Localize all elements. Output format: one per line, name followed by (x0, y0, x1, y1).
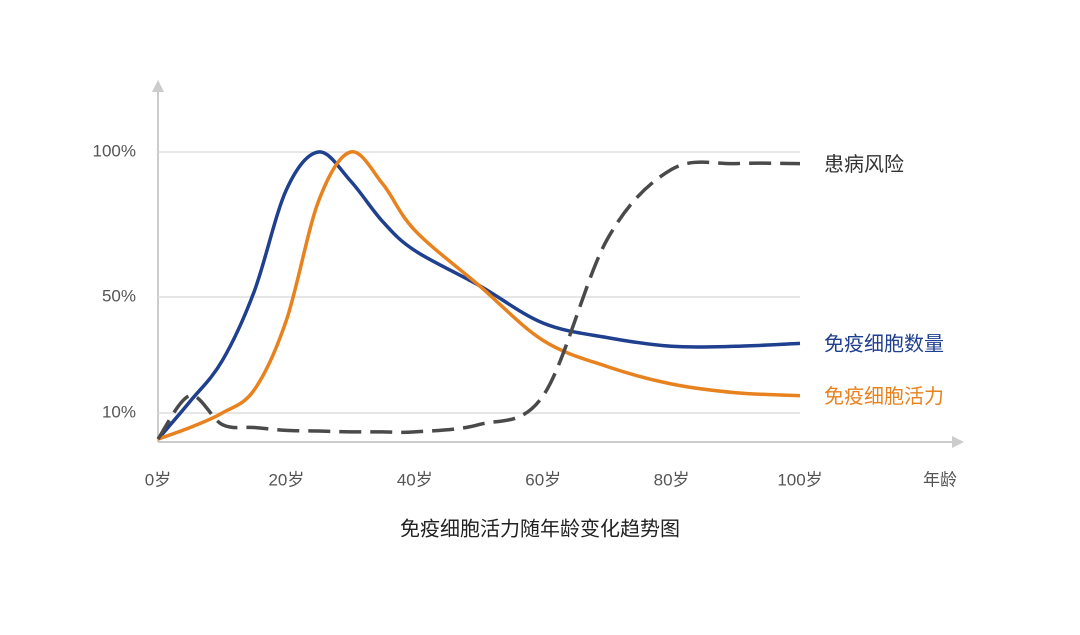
series-label: 免疫细胞数量 (824, 333, 944, 356)
x-tick-label: 60岁 (525, 470, 561, 489)
x-axis-arrow (952, 436, 964, 448)
x-tick-label: 100岁 (777, 470, 822, 489)
series-label: 免疫细胞活力 (824, 385, 944, 408)
series-line (157, 150, 801, 441)
x-axis-label: 年龄 (923, 470, 957, 489)
series-label: 患病风险 (824, 153, 904, 176)
series-line (156, 160, 801, 441)
y-tick-label: 100% (93, 141, 136, 160)
x-tick-label: 20岁 (268, 470, 304, 489)
x-tick-label: 80岁 (654, 470, 690, 489)
x-tick-label: 40岁 (397, 470, 433, 489)
y-tick-label: 50% (102, 286, 136, 305)
y-tick-label: 10% (102, 402, 136, 421)
y-axis-arrow (152, 80, 164, 92)
chart-title: 免疫细胞活力随年龄变化趋势图 (400, 517, 680, 540)
series-line (156, 150, 801, 441)
x-tick-label: 0岁 (145, 470, 171, 489)
